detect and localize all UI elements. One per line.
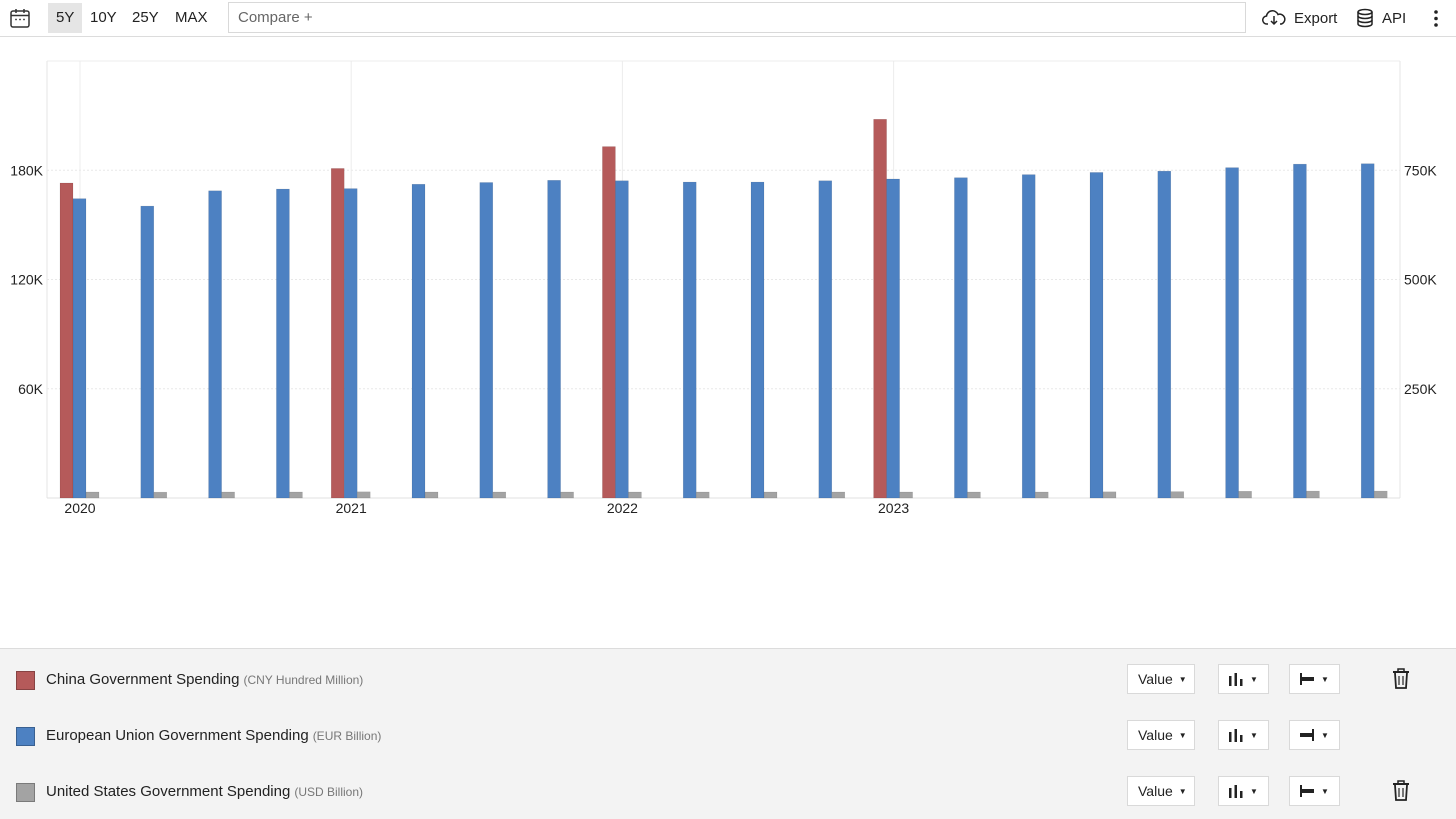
eu-bar-2023-Q2 [954,177,968,499]
eu-bar-2020-Q1 [72,198,87,499]
us-bar-2023-Q3 [1034,491,1049,499]
range-5y-button[interactable]: 5Y [48,3,83,33]
china-bar-2021-Q1 [330,168,345,499]
api-label: API [1382,9,1407,27]
eu-bar-2022-Q2 [682,181,697,499]
eu-bar-2020-Q4 [276,188,290,499]
x-axis-tick-2022: 2022 [607,500,638,516]
range-10y-button[interactable]: 10Y [90,9,117,26]
database-icon [1357,8,1373,28]
axis-left-icon [1300,673,1314,685]
eu-bar-2023-Q1 [886,178,900,499]
right-axis-tick-250K: 250K [1404,381,1437,397]
eu-bar-2021-Q2 [411,183,426,499]
axis-right-icon [1300,729,1314,741]
left-axis-tick-60K: 60K [18,381,44,397]
eu-bar-2023-Q4 [1089,172,1104,499]
eu-bar-2024-Q4 [1360,163,1375,499]
x-axis-tick-2020: 2020 [64,500,95,516]
eu-bar-2021-Q4 [547,180,561,499]
eu-bar-2024-Q2 [1225,167,1239,499]
chart-toolbar: 5Y 10Y 25Y MAX Compare + Export API [0,0,1456,37]
eu-bar-2022-Q4 [818,180,833,499]
us-bar-2022-Q2 [695,491,710,499]
right-axis-tick-750K: 750K [1404,162,1437,178]
china-delete-icon[interactable] [1392,668,1410,690]
us-bar-2023-Q1 [899,491,913,499]
eu-bar-2021-Q3 [479,182,494,499]
eu-color-swatch[interactable] [16,727,35,746]
chart-area: 60K 120K 180K 250K 500K 750K 2020 2021 2022 2023 [0,37,1456,537]
cloud-download-icon [1262,10,1286,26]
us-bar-2021-Q2 [424,491,439,499]
us-bar-2021-Q3 [492,491,507,499]
us-bar-2020-Q3 [221,491,235,499]
china-axis-dropdown[interactable]: ▼ [1289,664,1340,694]
us-color-swatch[interactable] [16,783,35,802]
eu-bar-2022-Q1 [615,180,629,499]
china-series-label[interactable]: China Government Spending (CNY Hundred Mi… [46,671,364,688]
us-chart-type-dropdown[interactable]: ▼ [1218,776,1269,806]
range-25y-button[interactable]: 25Y [132,9,159,26]
eu-bar-2023-Q3 [1021,174,1036,499]
axis-left-icon [1300,785,1314,797]
bar-chart-icon [1229,729,1243,742]
eu-bar-2020-Q2 [140,205,155,499]
china-bar-2020-Q1 [59,182,74,499]
us-bar-2022-Q3 [763,491,778,499]
us-value-dropdown[interactable]: Value ▼ [1127,776,1195,806]
us-bar-2023-Q4 [1102,491,1117,499]
us-series-label[interactable]: United States Government Spending (USD Bi… [46,783,364,800]
eu-axis-dropdown[interactable]: ▼ [1289,720,1340,750]
export-button[interactable]: Export [1262,5,1337,31]
eu-bar-2024-Q1 [1157,170,1172,499]
left-axis-tick-180K: 180K [10,162,43,178]
x-axis-tick-2023: 2023 [878,500,909,516]
eu-bar-2020-Q3 [208,190,222,499]
china-color-swatch[interactable] [16,671,35,690]
us-bar-2022-Q1 [628,491,642,499]
calendar-icon[interactable] [9,7,31,29]
export-label: Export [1294,9,1338,27]
eu-value-dropdown[interactable]: Value ▼ [1127,720,1195,750]
eu-bar-2021-Q1 [343,188,358,499]
us-delete-icon[interactable] [1392,780,1410,802]
us-bar-2024-Q2 [1238,491,1252,499]
us-bar-2021-Q1 [356,491,371,499]
us-bar-2024-Q3 [1306,490,1320,499]
china-value-dropdown[interactable]: Value ▼ [1127,664,1195,694]
government-spending-chart: 60K 120K 180K 250K 500K 750K 2020 2021 2022 2023 [10,60,1437,516]
right-axis-tick-500K: 500K [1404,272,1437,288]
us-bar-2024-Q1 [1170,491,1185,499]
legend-row-us: United States Government Spending (USD Bi… [0,771,1456,811]
china-bar-2023-Q1 [873,119,887,499]
left-axis-tick-120K: 120K [10,272,43,288]
us-bar-2022-Q4 [831,491,846,499]
us-axis-dropdown[interactable]: ▼ [1289,776,1340,806]
us-bar-2024-Q4 [1373,490,1388,499]
legend-row-eu: European Union Government Spending (EUR B… [0,715,1456,755]
eu-series-label[interactable]: European Union Government Spending (EUR B… [46,727,382,744]
compare-input[interactable]: Compare + [228,2,1246,33]
us-bar-2021-Q4 [560,491,574,499]
more-vertical-icon[interactable] [1430,9,1442,29]
eu-bar-2022-Q3 [750,181,765,499]
us-bar-2020-Q2 [153,491,168,499]
bar-chart-icon [1229,785,1243,798]
china-chart-type-dropdown[interactable]: ▼ [1218,664,1269,694]
range-max-button[interactable]: MAX [175,9,208,26]
us-bar-2020-Q1 [85,491,100,499]
eu-chart-type-dropdown[interactable]: ▼ [1218,720,1269,750]
legend-row-china: China Government Spending (CNY Hundred Mi… [0,659,1456,699]
x-axis-tick-2021: 2021 [336,500,367,516]
eu-bar-2024-Q3 [1293,163,1307,499]
api-button[interactable]: API [1356,5,1406,31]
bar-chart-icon [1229,673,1243,686]
us-bar-2020-Q4 [289,491,303,499]
us-bar-2023-Q2 [967,491,981,499]
legend-panel: China Government Spending (CNY Hundred Mi… [0,648,1456,819]
china-bar-2022-Q1 [602,146,616,499]
